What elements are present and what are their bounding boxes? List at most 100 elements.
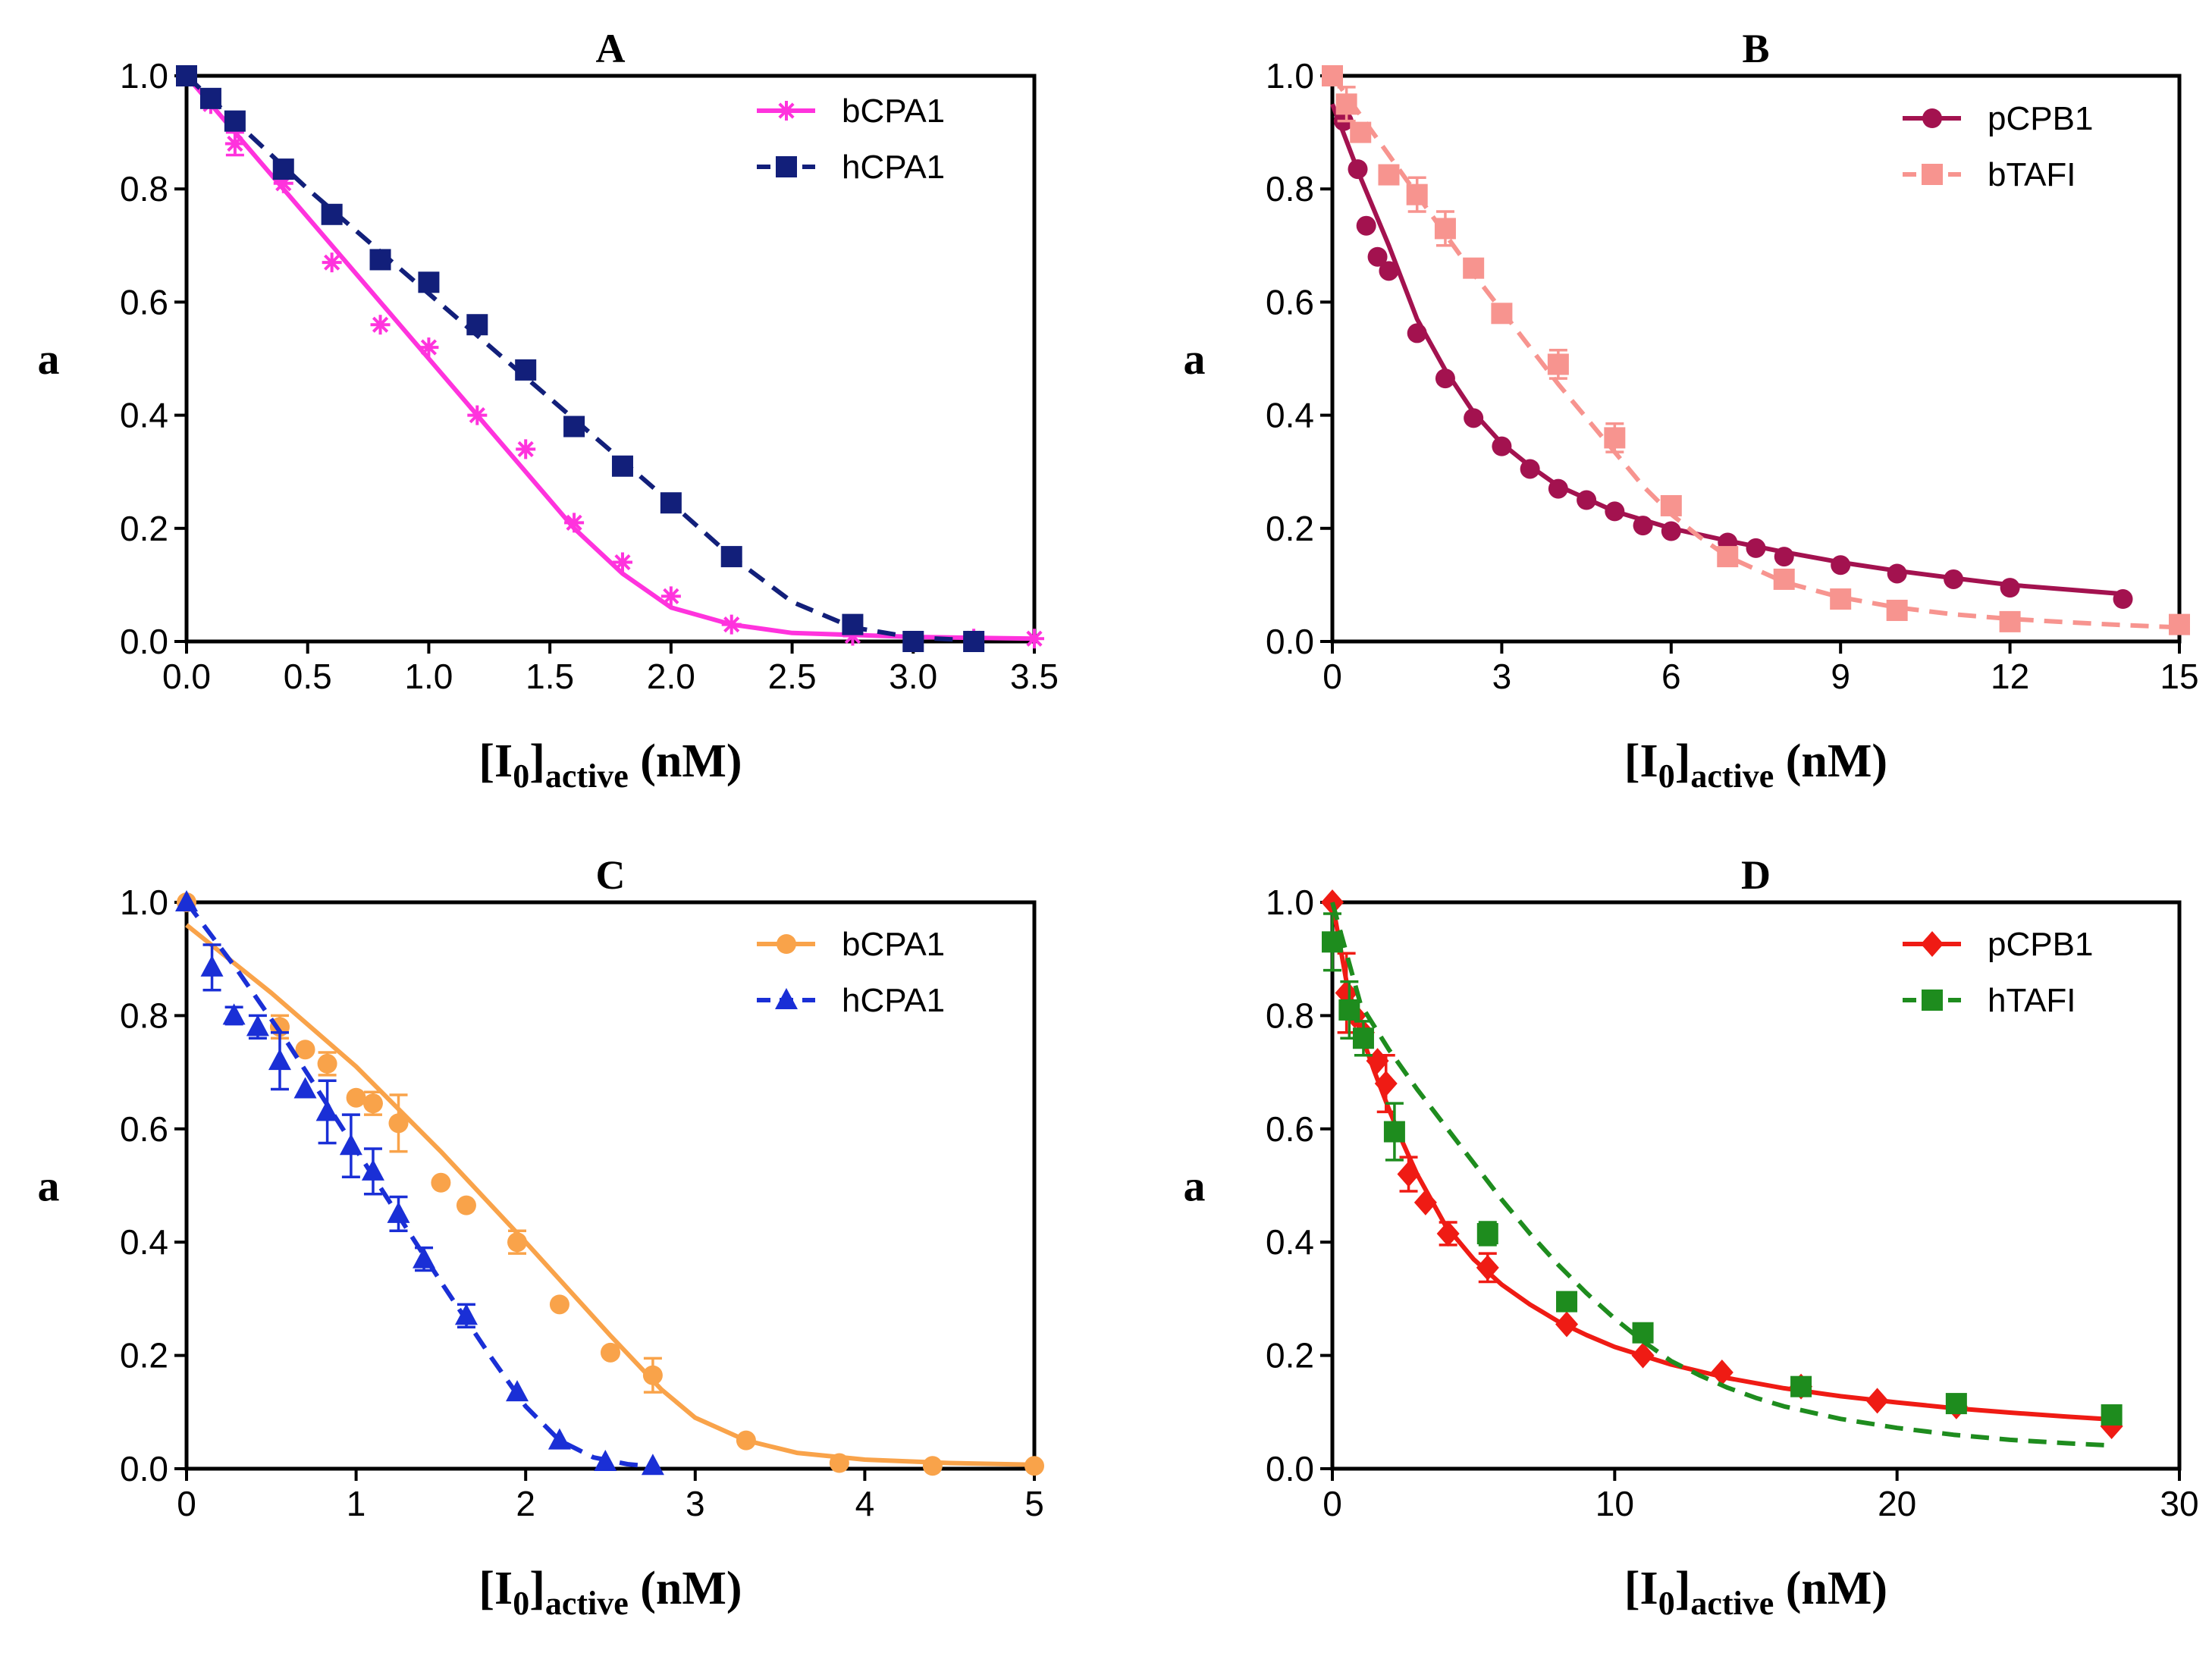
series-hCPA1 [176,65,985,652]
data-point [612,552,632,572]
y-tick-label: 0.8 [120,996,168,1035]
y-axis-label: a [38,334,60,384]
plot-frame [184,74,1037,644]
data-point [1556,1291,1578,1313]
plot-frame [1330,74,2182,644]
data-point [720,546,742,568]
x-tick-label: 1.0 [404,657,453,696]
data-point [1413,1189,1437,1215]
data-point [1379,261,1399,281]
data-point [322,252,342,273]
fit-line [1330,902,2112,1422]
legend-entry-pCPB1: pCPB1 [1903,100,2093,137]
fit-line [184,901,654,1469]
x-tick-label: 1.5 [526,657,574,696]
x-axis-label-part: (nM) [1774,1563,1887,1614]
x-tick-label: 0.0 [162,657,211,696]
data-point [2101,1404,2123,1426]
data-point [362,1093,383,1114]
panel-title: A [596,26,626,71]
data-point [829,1453,849,1473]
data-point [224,110,246,132]
y-tick-label: 0.8 [120,169,168,209]
x-tick-label: 20 [1878,1484,1916,1523]
x-tick-label: 12 [1991,657,2029,696]
panel-C: C0.00.20.40.60.81.00 1 2 3 4 5a[I0]active (nM… [38,852,1044,1622]
data-point [1397,1161,1420,1187]
x-axis-label-part: [I [1624,1563,1658,1614]
data-point [315,1099,339,1121]
data-point [1476,1254,1499,1281]
x-tick-label: 3.5 [1010,657,1059,696]
data-point [549,1294,569,1315]
y-tick-label: 0.0 [120,1449,168,1488]
y-tick-label: 0.0 [1266,622,1314,661]
panel-B: B0.00.20.40.60.81.00 3 6 9 12 15a[I0]active (… [1184,26,2199,795]
data-point [466,314,488,336]
data-point [1661,521,1681,541]
y-tick-label: 0.6 [1266,282,1314,321]
panel-title: D [1741,852,1771,898]
legend-marker [777,934,796,954]
data-point [2113,589,2133,610]
data-point [361,1159,384,1181]
data-point [516,439,536,459]
data-point [1367,246,1388,267]
x-tick-label: 9 [1831,657,1850,696]
panel-title: C [596,852,626,898]
data-point [1831,555,1851,576]
x-axis-label-part: ] [529,735,545,787]
x-tick-label: 5 [1024,1484,1044,1523]
legend-label: pCPB1 [1988,100,2093,137]
x-tick-label: 0.5 [284,657,332,696]
legend-marker [777,101,796,121]
x-axis-label: [I0]active (nM) [1624,1563,1887,1622]
data-point [1476,1222,1498,1244]
legend-label: pCPB1 [1988,926,2093,963]
data-point [963,631,985,652]
data-point [418,271,440,293]
data-point [1356,215,1376,236]
data-point [176,65,197,86]
data-point [1886,599,1908,621]
x-axis-label-subscript: active [545,757,629,795]
series-bTAFI [1322,65,2190,635]
data-point [467,405,488,425]
x-axis-label-subscript: 0 [1658,757,1675,795]
data-point [2000,578,2020,598]
y-tick-label: 0.2 [1266,509,1314,548]
y-tick-label: 0.6 [120,1109,168,1149]
data-point [317,1053,337,1074]
legend-marker [1922,164,1943,185]
x-axis-label-part: ] [1675,735,1691,787]
legend-entry-bCPA1: bCPA1 [757,93,945,130]
data-point [1710,1360,1734,1386]
data-point [1492,436,1512,456]
legend-label: hCPA1 [842,982,945,1019]
y-tick-label: 1.0 [120,883,168,922]
data-point [2169,613,2190,635]
series-pCPB1 [1321,889,2123,1439]
data-point [1631,1342,1655,1369]
data-point [515,359,537,381]
series-pCPB1 [1322,66,2133,610]
y-tick-label: 0.0 [1266,1449,1314,1488]
data-point [1463,257,1485,279]
data-point [1717,546,1739,568]
data-point [736,1430,756,1451]
data-point [611,455,633,477]
x-tick-label: 30 [2160,1484,2198,1523]
data-point [1322,65,1343,86]
data-point [1633,516,1653,536]
fit-line [185,923,1035,1467]
x-axis-label: [I0]active (nM) [1624,735,1887,795]
x-axis-label-part: (nM) [1774,735,1887,787]
y-tick-label: 0.4 [1266,1222,1314,1262]
data-point [842,626,863,646]
data-point [1999,610,2021,632]
legend-entry-bTAFI: bTAFI [1903,156,2076,193]
y-tick-label: 0.2 [120,509,168,548]
y-tick-label: 0.4 [1266,396,1314,435]
data-point [295,1040,315,1060]
